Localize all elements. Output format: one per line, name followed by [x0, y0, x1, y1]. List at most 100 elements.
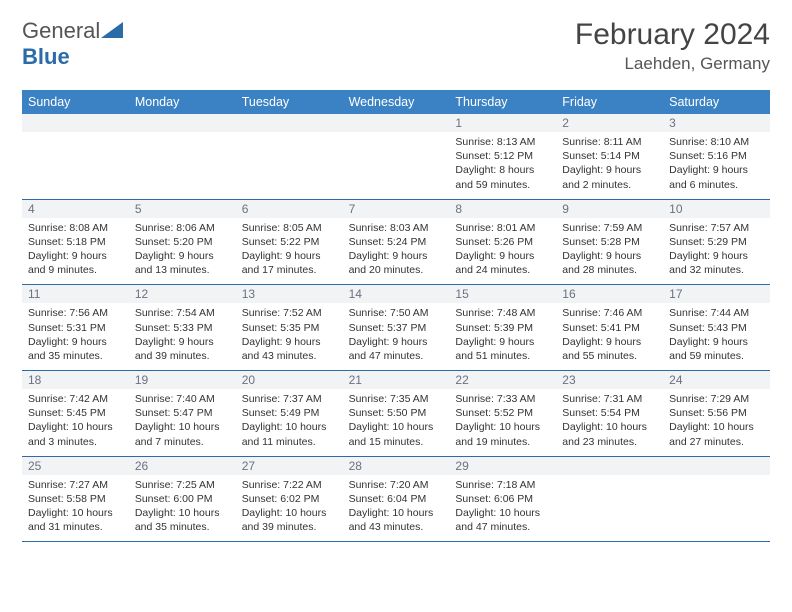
day-cell: Sunrise: 7:54 AMSunset: 5:33 PMDaylight:…: [129, 303, 236, 370]
sunrise-line: Sunrise: 7:54 AM: [135, 306, 230, 320]
daylight-line: Daylight: 9 hours and 55 minutes.: [562, 335, 657, 363]
date-cell: [663, 457, 770, 475]
triangle-icon: [101, 18, 123, 44]
sunrise-line: Sunrise: 8:13 AM: [455, 135, 550, 149]
date-row: 2526272829: [22, 457, 770, 475]
day-header: Wednesday: [343, 90, 450, 114]
day-header: Thursday: [449, 90, 556, 114]
date-cell: [22, 114, 129, 132]
header: GeneralBlue February 2024 Laehden, Germa…: [22, 18, 770, 74]
content-row: Sunrise: 8:13 AMSunset: 5:12 PMDaylight:…: [22, 132, 770, 200]
date-cell: 6: [236, 200, 343, 218]
day-header: Saturday: [663, 90, 770, 114]
sunrise-line: Sunrise: 7:37 AM: [242, 392, 337, 406]
sunset-line: Sunset: 5:37 PM: [349, 321, 444, 335]
sunset-line: Sunset: 6:02 PM: [242, 492, 337, 506]
weeks-container: 123Sunrise: 8:13 AMSunset: 5:12 PMDaylig…: [22, 114, 770, 542]
date-cell: 20: [236, 371, 343, 389]
sunset-line: Sunset: 5:39 PM: [455, 321, 550, 335]
date-cell: 28: [343, 457, 450, 475]
day-cell: Sunrise: 7:27 AMSunset: 5:58 PMDaylight:…: [22, 475, 129, 542]
day-cell: [556, 475, 663, 542]
daylight-line: Daylight: 10 hours and 47 minutes.: [455, 506, 550, 534]
content-row: Sunrise: 8:08 AMSunset: 5:18 PMDaylight:…: [22, 218, 770, 286]
daylight-line: Daylight: 10 hours and 19 minutes.: [455, 420, 550, 448]
day-cell: Sunrise: 8:01 AMSunset: 5:26 PMDaylight:…: [449, 218, 556, 285]
day-headers: Sunday Monday Tuesday Wednesday Thursday…: [22, 90, 770, 114]
sunset-line: Sunset: 5:52 PM: [455, 406, 550, 420]
day-cell: Sunrise: 8:06 AMSunset: 5:20 PMDaylight:…: [129, 218, 236, 285]
date-cell: 1: [449, 114, 556, 132]
daylight-line: Daylight: 10 hours and 43 minutes.: [349, 506, 444, 534]
sunrise-line: Sunrise: 7:27 AM: [28, 478, 123, 492]
day-cell: Sunrise: 8:03 AMSunset: 5:24 PMDaylight:…: [343, 218, 450, 285]
month-title: February 2024: [575, 18, 770, 52]
date-cell: 5: [129, 200, 236, 218]
sunset-line: Sunset: 5:22 PM: [242, 235, 337, 249]
daylight-line: Daylight: 9 hours and 51 minutes.: [455, 335, 550, 363]
date-cell: 3: [663, 114, 770, 132]
daylight-line: Daylight: 9 hours and 2 minutes.: [562, 163, 657, 191]
date-cell: 18: [22, 371, 129, 389]
sunrise-line: Sunrise: 7:31 AM: [562, 392, 657, 406]
day-cell: Sunrise: 7:52 AMSunset: 5:35 PMDaylight:…: [236, 303, 343, 370]
day-cell: Sunrise: 7:37 AMSunset: 5:49 PMDaylight:…: [236, 389, 343, 456]
day-cell: Sunrise: 7:42 AMSunset: 5:45 PMDaylight:…: [22, 389, 129, 456]
location: Laehden, Germany: [575, 54, 770, 74]
logo-text: GeneralBlue: [22, 18, 124, 70]
sunset-line: Sunset: 6:00 PM: [135, 492, 230, 506]
daylight-line: Daylight: 9 hours and 9 minutes.: [28, 249, 123, 277]
date-cell: 24: [663, 371, 770, 389]
sunset-line: Sunset: 5:56 PM: [669, 406, 764, 420]
sunset-line: Sunset: 5:49 PM: [242, 406, 337, 420]
daylight-line: Daylight: 9 hours and 39 minutes.: [135, 335, 230, 363]
day-cell: Sunrise: 8:11 AMSunset: 5:14 PMDaylight:…: [556, 132, 663, 199]
sunrise-line: Sunrise: 8:01 AM: [455, 221, 550, 235]
logo: GeneralBlue: [22, 18, 124, 70]
sunrise-line: Sunrise: 7:35 AM: [349, 392, 444, 406]
date-cell: 27: [236, 457, 343, 475]
date-cell: 12: [129, 285, 236, 303]
sunset-line: Sunset: 5:45 PM: [28, 406, 123, 420]
sunset-line: Sunset: 5:35 PM: [242, 321, 337, 335]
sunset-line: Sunset: 5:50 PM: [349, 406, 444, 420]
date-cell: 25: [22, 457, 129, 475]
sunrise-line: Sunrise: 7:59 AM: [562, 221, 657, 235]
date-cell: [556, 457, 663, 475]
content-row: Sunrise: 7:56 AMSunset: 5:31 PMDaylight:…: [22, 303, 770, 371]
day-cell: [663, 475, 770, 542]
date-cell: 13: [236, 285, 343, 303]
day-cell: Sunrise: 7:59 AMSunset: 5:28 PMDaylight:…: [556, 218, 663, 285]
daylight-line: Daylight: 10 hours and 27 minutes.: [669, 420, 764, 448]
sunrise-line: Sunrise: 8:11 AM: [562, 135, 657, 149]
sunset-line: Sunset: 5:47 PM: [135, 406, 230, 420]
day-cell: Sunrise: 8:08 AMSunset: 5:18 PMDaylight:…: [22, 218, 129, 285]
day-cell: Sunrise: 7:20 AMSunset: 6:04 PMDaylight:…: [343, 475, 450, 542]
daylight-line: Daylight: 9 hours and 59 minutes.: [669, 335, 764, 363]
sunrise-line: Sunrise: 7:50 AM: [349, 306, 444, 320]
sunrise-line: Sunrise: 8:06 AM: [135, 221, 230, 235]
sunrise-line: Sunrise: 7:56 AM: [28, 306, 123, 320]
daylight-line: Daylight: 10 hours and 35 minutes.: [135, 506, 230, 534]
daylight-line: Daylight: 9 hours and 6 minutes.: [669, 163, 764, 191]
day-cell: Sunrise: 7:44 AMSunset: 5:43 PMDaylight:…: [663, 303, 770, 370]
sunset-line: Sunset: 5:41 PM: [562, 321, 657, 335]
sunset-line: Sunset: 6:04 PM: [349, 492, 444, 506]
content-row: Sunrise: 7:42 AMSunset: 5:45 PMDaylight:…: [22, 389, 770, 457]
daylight-line: Daylight: 9 hours and 43 minutes.: [242, 335, 337, 363]
date-cell: 7: [343, 200, 450, 218]
date-cell: 2: [556, 114, 663, 132]
day-cell: [22, 132, 129, 199]
daylight-line: Daylight: 9 hours and 17 minutes.: [242, 249, 337, 277]
day-cell: [343, 132, 450, 199]
day-cell: Sunrise: 8:10 AMSunset: 5:16 PMDaylight:…: [663, 132, 770, 199]
sunrise-line: Sunrise: 7:20 AM: [349, 478, 444, 492]
sunrise-line: Sunrise: 7:18 AM: [455, 478, 550, 492]
day-cell: Sunrise: 8:13 AMSunset: 5:12 PMDaylight:…: [449, 132, 556, 199]
sunrise-line: Sunrise: 8:10 AM: [669, 135, 764, 149]
daylight-line: Daylight: 9 hours and 13 minutes.: [135, 249, 230, 277]
date-cell: 15: [449, 285, 556, 303]
date-cell: 17: [663, 285, 770, 303]
date-cell: 21: [343, 371, 450, 389]
day-header: Tuesday: [236, 90, 343, 114]
